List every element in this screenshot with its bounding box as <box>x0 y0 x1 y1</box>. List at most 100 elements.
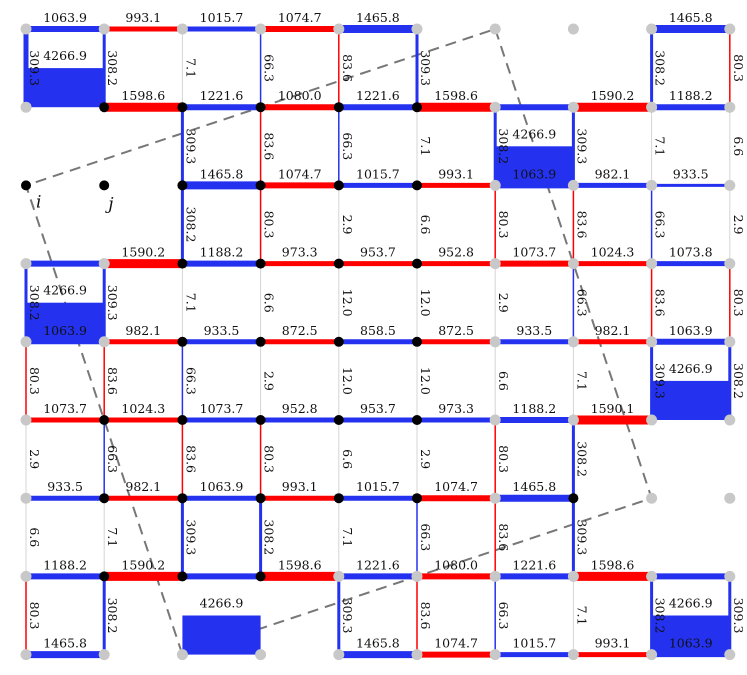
edge-value-label: 1073.8 <box>669 245 713 260</box>
edge-value-label: 83.6 <box>653 289 668 317</box>
inactive-node <box>333 649 345 661</box>
inactive-node <box>646 649 658 661</box>
edge-value-label: 1063.9 <box>669 636 713 651</box>
edge-value-label: 1063.9 <box>200 479 244 494</box>
active-node <box>412 493 422 504</box>
edge-value-label: 1074.7 <box>278 10 322 25</box>
inactive-node <box>567 258 579 270</box>
edge-value-label: 83.6 <box>262 132 277 160</box>
edge-value-label: 308.2 <box>183 207 198 243</box>
edge-value-label: 1080.0 <box>434 557 478 572</box>
inactive-node <box>333 23 345 35</box>
active-node <box>177 571 188 582</box>
edge-value-label: 308.2 <box>496 128 511 164</box>
active-node <box>99 102 110 113</box>
edge-value-label: 982.1 <box>125 479 161 494</box>
inactive-node <box>20 492 32 504</box>
inactive-node <box>20 570 32 582</box>
active-node <box>21 180 31 191</box>
edge-value-label: 1015.7 <box>356 166 400 181</box>
edge-value-label: 982.1 <box>595 166 631 181</box>
inactive-node <box>646 179 658 191</box>
edge-value-label: 1074.7 <box>434 479 478 494</box>
edge-value-label: 66.3 <box>340 132 355 160</box>
filled-square <box>26 302 105 342</box>
edge-value-label: 1188.2 <box>512 401 556 416</box>
edge-value-label: 83.6 <box>340 54 355 82</box>
inactive-node <box>567 414 579 426</box>
edge-value-label: 309.3 <box>105 285 120 321</box>
inactive-node <box>567 336 579 348</box>
filled-square <box>651 615 730 655</box>
inactive-node <box>20 23 32 35</box>
edge-value-label: 6.6 <box>418 215 433 235</box>
square-value-label: 4266.9 <box>43 48 87 63</box>
active-node <box>177 415 188 425</box>
inactive-node <box>724 649 736 661</box>
edge-value-label: 1465.8 <box>356 636 400 651</box>
active-node <box>412 258 422 269</box>
square-value-label: 4266.9 <box>512 126 556 141</box>
active-node <box>99 493 110 504</box>
inactive-node <box>20 101 32 113</box>
edge-value-label: 7.1 <box>418 136 433 156</box>
inactive-node <box>489 101 501 113</box>
active-node <box>255 336 266 347</box>
edge-value-label: 1015.7 <box>512 636 556 651</box>
edge-value-label: 309.3 <box>340 598 355 634</box>
inactive-node <box>724 336 736 348</box>
inactive-node <box>567 101 579 113</box>
edge-value-label: 1188.2 <box>43 557 87 572</box>
inactive-node <box>98 258 110 270</box>
edge-value-label: 7.1 <box>653 136 668 156</box>
edge-value-label: 309.3 <box>418 50 433 86</box>
active-node <box>177 336 188 347</box>
edge-value-label: 6.6 <box>27 527 42 547</box>
inactive-node <box>489 179 501 191</box>
label-layer: 1063.9 993.1 1015.7 1074.7 1465.8 1465.8 1598.… <box>27 10 746 651</box>
edge-value-label: 309.3 <box>27 50 42 86</box>
inactive-node <box>646 336 658 348</box>
edge-value-label: 1074.7 <box>434 636 478 651</box>
edge-value-label: 80.3 <box>496 211 511 239</box>
edge-value-label: 66.3 <box>105 445 120 473</box>
edge-value-label: 1073.7 <box>512 245 556 260</box>
inactive-node <box>724 414 736 426</box>
edge-value-label: 66.3 <box>262 54 277 82</box>
active-node <box>412 336 422 347</box>
edge-value-label: 1074.7 <box>278 166 322 181</box>
inactive-node <box>489 258 501 270</box>
edge-value-label: 83.6 <box>574 211 589 239</box>
inactive-node <box>724 258 736 270</box>
edge-value-label: 80.3 <box>27 367 42 395</box>
active-node <box>255 493 266 504</box>
edge-value-label: 1073.7 <box>200 401 244 416</box>
edge-value-label: 953.7 <box>360 245 396 260</box>
edge-value-label: 6.6 <box>731 136 746 156</box>
node-label-i: i <box>36 192 41 212</box>
inactive-node <box>176 23 188 35</box>
active-node <box>255 258 266 269</box>
active-node <box>333 493 344 504</box>
active-node <box>412 102 422 113</box>
filled-square <box>182 615 261 655</box>
active-node <box>255 180 266 191</box>
edge-value-label: 872.5 <box>438 323 474 338</box>
filled-square <box>495 146 574 186</box>
inactive-node <box>724 23 736 35</box>
inactive-node <box>20 258 32 270</box>
edge-value-label: 1590.1 <box>591 401 635 416</box>
edge-value-label: 2.9 <box>262 371 277 391</box>
edge-value-label: 66.3 <box>418 523 433 551</box>
inactive-node <box>646 101 658 113</box>
edge-value-label: 6.6 <box>262 293 277 313</box>
edge-value-label: 83.6 <box>183 445 198 473</box>
inactive-node <box>255 23 267 35</box>
edge-value-label: 952.8 <box>438 245 474 260</box>
edge-value-label: 1465.8 <box>200 166 244 181</box>
edge-value-label: 1080.0 <box>278 88 322 103</box>
edge-value-label: 982.1 <box>595 323 631 338</box>
edge-value-label: 993.1 <box>282 479 318 494</box>
edge-value-label: 6.6 <box>496 371 511 391</box>
